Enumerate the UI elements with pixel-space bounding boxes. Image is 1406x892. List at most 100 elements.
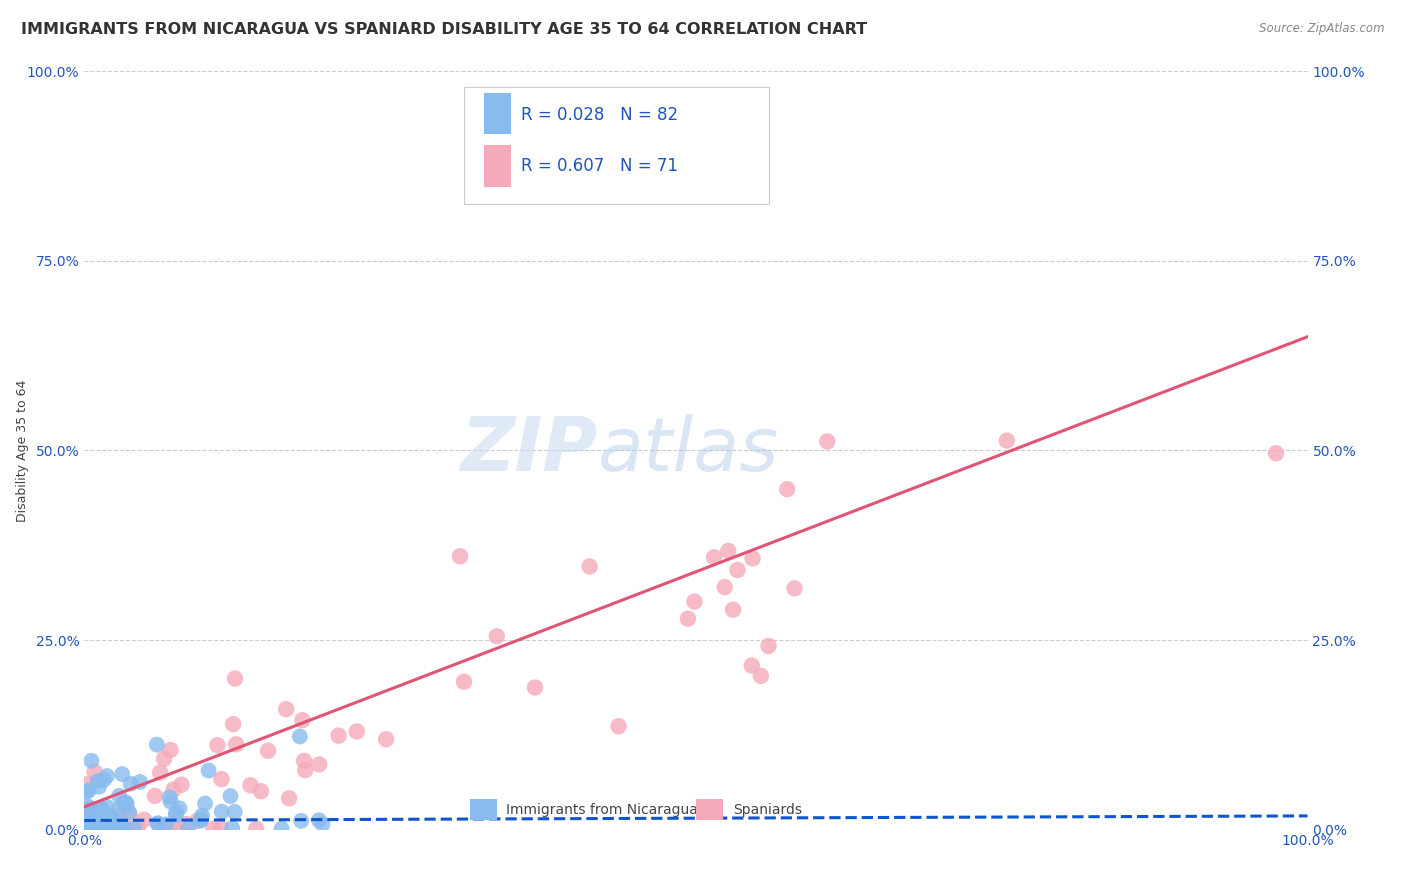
Point: [453, 674, 475, 689]
Point: [90, 803, 112, 817]
Point: [194, 797, 217, 811]
Point: [676, 612, 699, 626]
Y-axis label: Disability Age 35 to 64: Disability Age 35 to 64: [17, 379, 30, 522]
Point: [703, 550, 725, 565]
Point: [77, 783, 100, 797]
Point: [294, 763, 316, 777]
Point: [207, 738, 229, 752]
Point: [157, 822, 180, 836]
Point: [524, 681, 547, 695]
Point: [91, 820, 114, 834]
Point: [90, 821, 112, 835]
Point: [101, 811, 124, 825]
Point: [87, 805, 110, 820]
Point: [94, 821, 117, 835]
Point: [328, 729, 350, 743]
Point: [578, 559, 600, 574]
Point: [155, 817, 177, 831]
Point: [83, 805, 105, 820]
Point: [80, 754, 103, 768]
Point: [276, 702, 298, 716]
Point: [76, 799, 98, 814]
Point: [112, 822, 135, 836]
Point: [177, 822, 200, 836]
Point: [162, 782, 184, 797]
Point: [80, 821, 103, 835]
Point: [758, 639, 780, 653]
Point: [111, 767, 134, 781]
Point: [129, 775, 152, 789]
Point: [190, 812, 212, 826]
Point: [91, 808, 114, 822]
Point: [783, 582, 806, 596]
Point: [87, 780, 110, 794]
Point: [122, 822, 145, 836]
Point: [308, 757, 330, 772]
Point: [112, 822, 135, 836]
Point: [84, 811, 107, 825]
Text: Spaniards: Spaniards: [733, 803, 801, 817]
Point: [91, 816, 114, 830]
Point: [83, 812, 105, 826]
Point: [741, 551, 763, 566]
Bar: [484, 145, 512, 186]
Point: [118, 805, 141, 820]
Bar: [470, 799, 496, 821]
Point: [100, 822, 122, 836]
Point: [288, 730, 311, 744]
Point: [170, 822, 193, 836]
Point: [153, 822, 176, 836]
Point: [114, 796, 136, 810]
Point: [683, 594, 706, 608]
Point: [110, 808, 132, 822]
Point: [197, 764, 219, 778]
Text: atlas: atlas: [598, 415, 779, 486]
Point: [250, 784, 273, 798]
Point: [221, 821, 243, 835]
Point: [105, 820, 128, 834]
Point: [449, 549, 471, 564]
Point: [1265, 446, 1288, 460]
Point: [717, 544, 740, 558]
Point: [76, 784, 98, 798]
Point: [290, 814, 312, 828]
Point: [76, 811, 98, 825]
Point: [84, 822, 107, 836]
Point: [308, 814, 330, 828]
Point: [149, 765, 172, 780]
Point: [89, 822, 111, 836]
Point: [159, 743, 181, 757]
Point: [98, 809, 121, 823]
Point: [245, 822, 267, 836]
Point: [165, 808, 187, 822]
Point: [190, 814, 212, 828]
Point: [146, 816, 169, 830]
Point: [114, 822, 136, 836]
Point: [191, 808, 214, 822]
Point: [224, 672, 246, 686]
Point: [118, 808, 141, 822]
Point: [90, 819, 112, 833]
Point: [239, 778, 262, 792]
Point: [108, 789, 131, 803]
Point: [82, 814, 104, 828]
Point: [143, 789, 166, 803]
Point: [108, 822, 131, 836]
Point: [117, 822, 139, 836]
Point: [97, 814, 120, 829]
Text: R = 0.607   N = 71: R = 0.607 N = 71: [522, 157, 678, 175]
Point: [725, 563, 748, 577]
Text: Immigrants from Nicaragua: Immigrants from Nicaragua: [506, 803, 699, 817]
Point: [94, 818, 117, 832]
Point: [375, 732, 398, 747]
Point: [174, 817, 197, 831]
Point: [146, 816, 169, 830]
Point: [94, 812, 117, 826]
Point: [211, 805, 233, 819]
Point: [209, 772, 232, 786]
Point: [79, 822, 101, 836]
Point: [257, 744, 280, 758]
Point: [607, 719, 630, 733]
Point: [76, 811, 98, 825]
Point: [346, 724, 368, 739]
